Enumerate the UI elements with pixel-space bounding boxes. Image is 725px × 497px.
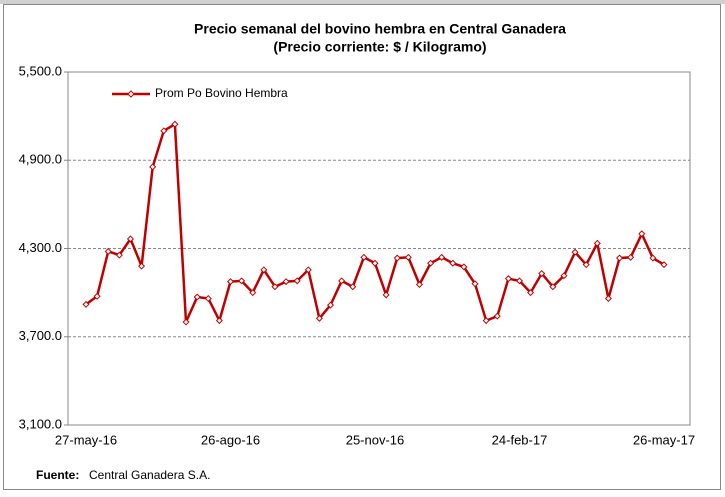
y-tick-label: 4,300.0 <box>19 240 62 255</box>
data-point <box>338 277 346 285</box>
data-point <box>115 251 123 259</box>
data-point <box>460 263 468 271</box>
data-point <box>627 253 635 261</box>
data-point <box>560 272 568 280</box>
data-point <box>360 253 368 261</box>
data-point <box>527 289 535 297</box>
data-point <box>493 312 501 320</box>
data-point <box>293 277 301 285</box>
data-point <box>571 248 579 256</box>
source-text: Central Ganadera S.A. <box>89 468 210 482</box>
data-point <box>282 278 290 286</box>
data-point <box>604 295 612 303</box>
data-point <box>538 269 546 278</box>
data-point <box>504 275 512 283</box>
data-point <box>160 127 168 135</box>
x-tick-label: 26-ago-16 <box>201 432 260 447</box>
data-point <box>204 295 212 303</box>
data-point <box>649 254 657 262</box>
x-tick-label: 25-nov-16 <box>346 432 405 447</box>
data-point <box>238 277 246 285</box>
data-point <box>149 163 157 171</box>
data-point <box>371 259 379 267</box>
data-point <box>249 289 257 297</box>
data-point <box>327 301 335 309</box>
data-point <box>260 266 268 274</box>
data-point <box>427 259 435 267</box>
data-point <box>182 318 190 326</box>
data-point <box>226 278 235 286</box>
data-point <box>171 120 179 128</box>
legend-label: Prom Po Bovino Hembra <box>155 86 288 100</box>
data-point <box>638 230 646 238</box>
data-point <box>415 281 423 289</box>
data-point <box>315 314 323 322</box>
data-point <box>471 280 479 288</box>
x-tick-label: 24-feb-17 <box>492 432 548 447</box>
data-point <box>515 277 524 285</box>
chart-subtitle: (Precio corriente: $ / Kilogramo) <box>273 39 486 55</box>
data-point <box>104 247 112 255</box>
data-point <box>349 283 357 291</box>
data-point <box>304 266 312 274</box>
y-tick-label: 5,500.0 <box>19 63 62 78</box>
data-point <box>93 292 101 300</box>
data-point <box>549 283 557 291</box>
legend-marker <box>127 90 135 98</box>
data-point <box>126 235 134 243</box>
data-point <box>382 291 390 299</box>
data-point <box>271 283 279 291</box>
data-point <box>215 317 223 325</box>
data-point <box>138 262 146 270</box>
data-point <box>660 261 668 269</box>
data-point <box>393 254 401 262</box>
y-tick-label: 4,900.0 <box>19 152 62 167</box>
data-point <box>449 259 457 267</box>
source-label: Fuente: <box>36 468 79 482</box>
top-strip <box>0 0 725 4</box>
data-point <box>193 293 201 301</box>
data-point <box>482 317 490 325</box>
data-point <box>404 253 412 261</box>
x-tick-label: 27-may-16 <box>55 432 117 447</box>
data-point <box>616 254 624 262</box>
y-tick-label: 3,700.0 <box>19 328 62 343</box>
x-tick-label: 26-may-17 <box>633 432 695 447</box>
y-tick-label: 3,100.0 <box>19 416 62 431</box>
data-point <box>582 261 590 269</box>
data-point <box>593 239 601 247</box>
data-point <box>82 300 90 308</box>
chart-title: Precio semanal del bovino hembra en Cent… <box>194 21 566 37</box>
data-point <box>438 253 446 261</box>
